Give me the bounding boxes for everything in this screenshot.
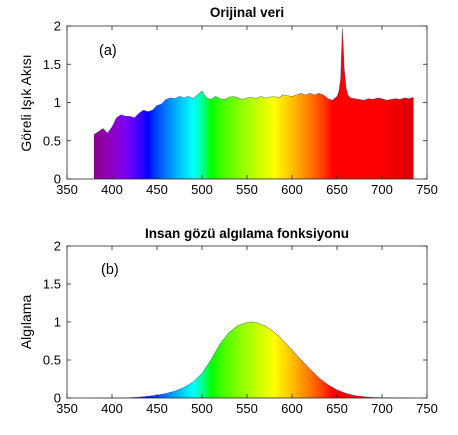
x-tick-label: 650 <box>326 182 348 197</box>
y-tick-label: 2 <box>54 239 61 254</box>
x-tick-label: 400 <box>101 182 123 197</box>
x-tick-label: 600 <box>281 182 303 197</box>
x-tick-label: 600 <box>281 401 303 416</box>
panel-a-spectrum-line <box>93 27 414 135</box>
panel-a-ticks: 350 400 450 500 550 600 650 700 750 0 0.5 1 1.5 2 <box>43 19 438 198</box>
y-tick-label: 0.5 <box>43 133 61 148</box>
y-tick-label: 1 <box>54 95 61 110</box>
x-tick-label: 750 <box>416 182 438 197</box>
panel-b-title: Insan gözü algılama fonksiyonu <box>145 226 349 241</box>
y-tick-label: 1.5 <box>43 277 61 292</box>
x-tick-label: 750 <box>416 401 438 416</box>
panel-a-area <box>93 27 414 180</box>
y-tick-label: 0 <box>54 172 61 187</box>
x-tick-label: 700 <box>371 182 393 197</box>
panel-a-title: Orijinal veri <box>210 5 284 20</box>
panel-b-spectrum-line <box>94 321 414 399</box>
panel-b-ticks: 350 400 450 500 550 600 650 700 750 0 0.5 1 1.5 2 <box>43 239 438 417</box>
x-tick-label: 550 <box>236 182 258 197</box>
x-tick-label: 400 <box>101 401 123 416</box>
x-tick-label: 450 <box>146 182 168 197</box>
y-tick-label: 1.5 <box>43 57 61 72</box>
x-tick-label: 450 <box>146 401 168 416</box>
x-tick-label: 700 <box>371 401 393 416</box>
y-tick-label: 0 <box>54 391 61 406</box>
panel-b: Insan gözü algılama fonksiyonu Algılama … <box>18 226 438 416</box>
x-tick-label: 350 <box>56 182 78 197</box>
panel-b-ylabel: Algılama <box>18 295 34 350</box>
x-tick-label: 500 <box>191 182 213 197</box>
panel-a: Orijinal veri Göreli Işık Akısı 350 400 45… <box>18 5 438 197</box>
x-tick-label: 500 <box>191 401 213 416</box>
panel-a-spectrum-area <box>94 27 414 180</box>
panel-a-label: (a) <box>99 43 117 59</box>
x-tick-label: 550 <box>236 401 258 416</box>
panel-a-ylabel: Göreli Işık Akısı <box>18 54 34 151</box>
y-tick-label: 2 <box>54 19 61 34</box>
panel-b-spectrum-area <box>94 322 414 398</box>
panel-b-area <box>94 321 414 399</box>
y-tick-label: 1 <box>54 315 61 330</box>
x-tick-label: 650 <box>326 401 348 416</box>
y-tick-label: 0.5 <box>43 353 61 368</box>
x-tick-label: 350 <box>56 401 78 416</box>
panel-b-label: (b) <box>101 262 119 278</box>
